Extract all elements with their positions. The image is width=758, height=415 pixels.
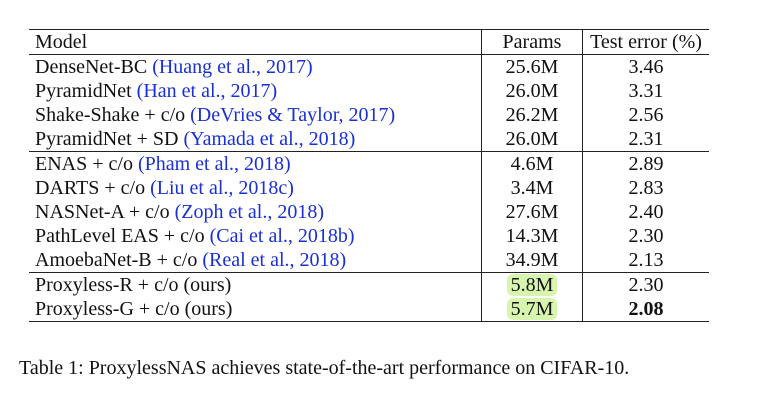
cell-model: PyramidNet (Han et al., 2017) [29,79,482,103]
cell-params: 5.8M [481,272,583,297]
cell-params: 5.7M [481,297,583,322]
table-row: PyramidNet (Han et al., 2017) 26.0M 3.31 [29,79,709,103]
cell-params: 3.4M [481,176,583,200]
cell-test-error: 2.30 [582,272,709,297]
table-row: ENAS + c/o (Pham et al., 2018) 4.6M 2.89 [29,151,709,176]
table-row: AmoebaNet-B + c/o (Real et al., 2018) 34.… [29,248,709,273]
table-row: Shake-Shake + c/o (DeVries & Taylor, 201… [29,103,709,127]
cell-test-error: 2.56 [582,103,709,127]
table-row: NASNet-A + c/o (Zoph et al., 2018) 27.6M 2… [29,200,709,224]
test-error-value: 2.30 [628,225,664,247]
cell-test-error: 2.89 [582,151,709,176]
table-body: DenseNet-BC (Huang et al., 2017) 25.6M 3.4… [29,54,709,322]
params-value: 5.7M [506,298,558,320]
cell-test-error: 2.08 [582,297,709,322]
cell-model: DARTS + c/o (Liu et al., 2018c) [29,176,482,200]
model-name: Proxyless-G + c/o (ours) [35,298,233,320]
table-caption: Table 1: ProxylessNAS achieves state-of-… [19,357,630,379]
cell-test-error: 2.83 [582,176,709,200]
cell-model: AmoebaNet-B + c/o (Real et al., 2018) [29,248,482,273]
citation-link[interactable]: (Huang et al., 2017) [152,56,313,78]
model-name: AmoebaNet-B + c/o [35,249,198,271]
cell-test-error: 2.30 [582,224,709,248]
model-name: Shake-Shake + c/o [35,104,186,126]
test-error-value: 2.31 [628,128,664,150]
header-params: Params [481,29,583,55]
model-name: PyramidNet [35,80,132,102]
table-header-row: Model Params Test error (%) [29,29,709,55]
citation-link[interactable]: (Liu et al., 2018c) [150,177,294,199]
citation-link[interactable]: (Yamada et al., 2018) [183,128,356,150]
test-error-value: 2.13 [628,249,664,271]
model-name: PyramidNet + SD [35,128,179,150]
test-error-value: 2.08 [628,298,664,320]
citation-link[interactable]: (Cai et al., 2018b) [209,225,355,247]
model-name: DenseNet-BC [35,56,148,78]
model-name: NASNet-A + c/o [35,201,170,223]
cell-params: 27.6M [481,200,583,224]
cell-params: 26.0M [481,127,583,152]
cell-test-error: 2.40 [582,200,709,224]
cell-params: 25.6M [481,54,583,79]
cell-params: 26.2M [481,103,583,127]
test-error-value: 3.31 [628,80,664,102]
cell-test-error: 3.31 [582,79,709,103]
header-model: Model [29,29,482,55]
cell-model: DenseNet-BC (Huang et al., 2017) [29,55,482,80]
table-row: PathLevel EAS + c/o (Cai et al., 2018b) 1… [29,224,709,248]
test-error-value: 2.83 [628,177,664,199]
cell-model: Shake-Shake + c/o (DeVries & Taylor, 201… [29,103,482,127]
cell-params: 26.0M [481,79,583,103]
params-value: 5.8M [506,274,558,296]
params-value: 3.4M [510,177,554,199]
params-value: 14.3M [505,225,559,247]
citation-link[interactable]: (Pham et al., 2018) [137,153,291,175]
results-table: Model Params Test error (%) DenseNet-BC … [29,29,709,322]
model-name: Proxyless-R + c/o (ours) [35,274,232,296]
cell-test-error: 2.13 [582,248,709,273]
model-name: PathLevel EAS + c/o [35,225,205,247]
citation-link[interactable]: (Zoph et al., 2018) [174,201,325,223]
test-error-value: 3.46 [628,56,664,78]
params-value: 26.0M [505,80,559,102]
model-name: ENAS + c/o [35,153,133,175]
test-error-value: 2.40 [628,201,664,223]
test-error-value: 2.89 [628,153,664,175]
citation-link[interactable]: (DeVries & Taylor, 2017) [190,104,396,126]
cell-model: Proxyless-G + c/o (ours) [29,297,482,322]
cell-model: Proxyless-R + c/o (ours) [29,272,482,297]
cell-params: 14.3M [481,224,583,248]
cell-model: PathLevel EAS + c/o (Cai et al., 2018b) [29,224,482,248]
table-row: Proxyless-R + c/o (ours) 5.8M 2.30 [29,272,709,297]
params-value: 4.6M [510,153,554,175]
params-value: 26.2M [505,104,559,126]
params-value: 25.6M [505,56,559,78]
citation-link[interactable]: (Real et al., 2018) [202,249,347,271]
cell-test-error: 3.46 [582,54,709,79]
cell-params: 34.9M [481,248,583,273]
table-row: Proxyless-G + c/o (ours) 5.7M 2.08 [29,297,709,322]
cell-params: 4.6M [481,151,583,176]
params-value: 34.9M [505,249,559,271]
cell-model: NASNet-A + c/o (Zoph et al., 2018) [29,200,482,224]
cell-model: ENAS + c/o (Pham et al., 2018) [29,151,482,176]
test-error-value: 2.30 [628,274,664,296]
table-row: DARTS + c/o (Liu et al., 2018c) 3.4M 2.83 [29,176,709,200]
results-table-container: Model Params Test error (%) DenseNet-BC … [29,29,709,322]
params-value: 26.0M [505,128,559,150]
cell-test-error: 2.31 [582,127,709,152]
params-value: 27.6M [505,201,559,223]
citation-link[interactable]: (Han et al., 2017) [136,80,278,102]
header-test-error: Test error (%) [582,29,709,55]
cell-model: PyramidNet + SD (Yamada et al., 2018) [29,127,482,152]
table-row: PyramidNet + SD (Yamada et al., 2018) 26.… [29,127,709,152]
test-error-value: 2.56 [628,104,664,126]
table-row: DenseNet-BC (Huang et al., 2017) 25.6M 3.4… [29,54,709,80]
model-name: DARTS + c/o [35,177,146,199]
